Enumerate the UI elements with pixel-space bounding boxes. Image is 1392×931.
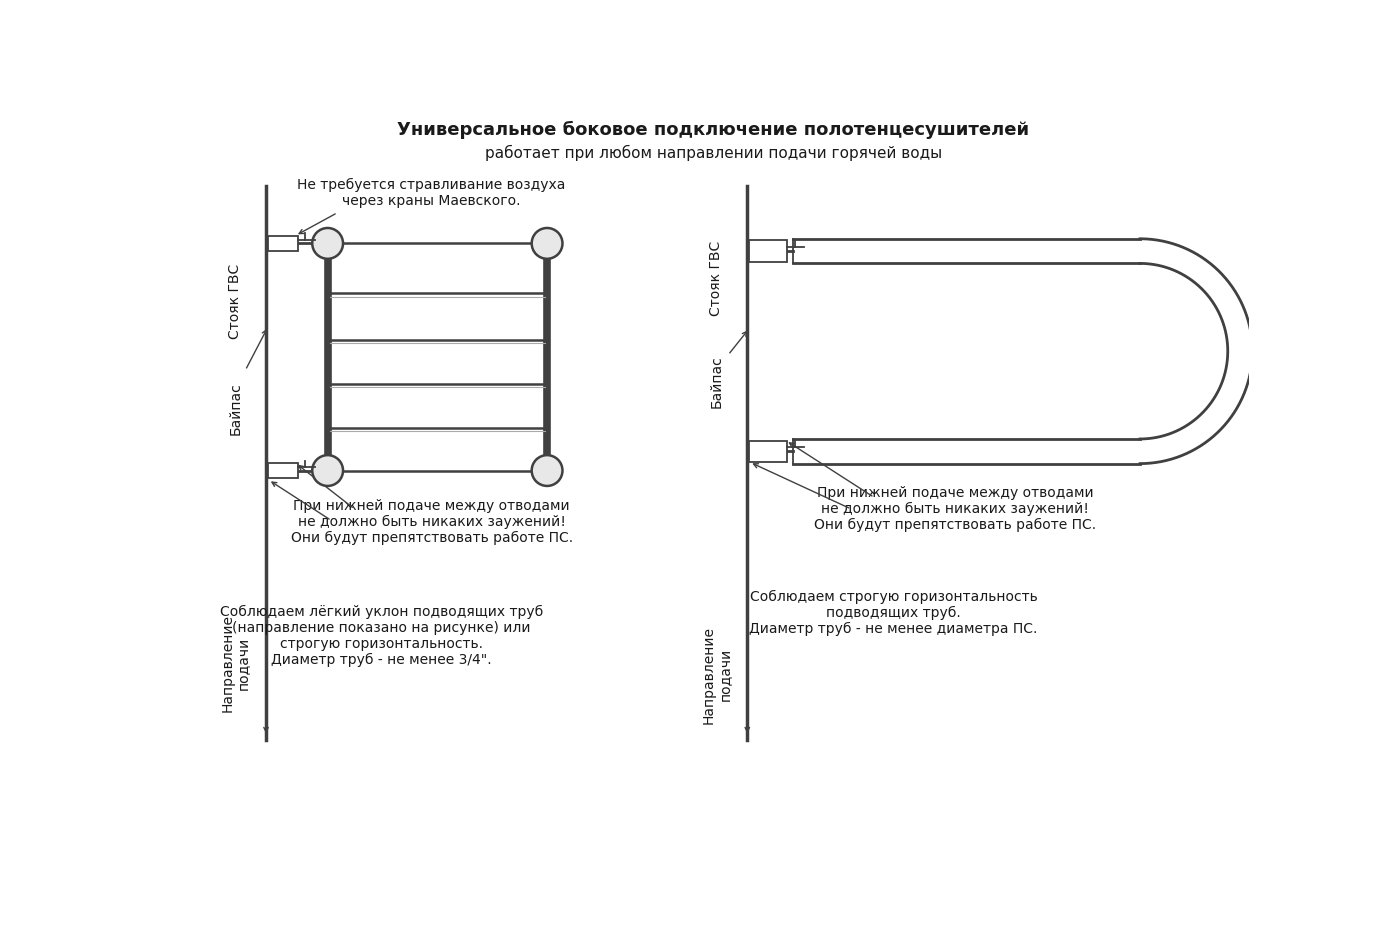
Bar [269, 236, 298, 251]
Text: При нижней подаче между отводами
не должно быть никаких заужений!
Они будут преп: При нижней подаче между отводами не долж… [814, 486, 1097, 533]
Text: Направление
подачи: Направление подачи [702, 626, 732, 723]
Circle shape [532, 455, 562, 486]
Bar [749, 440, 788, 462]
Text: Не требуется стравливание воздуха
через краны Маевского.: Не требуется стравливание воздуха через … [298, 178, 565, 209]
Text: Соблюдаем строгую горизонтальность
подводящих труб.
Диаметр труб - не менее диам: Соблюдаем строгую горизонтальность подво… [749, 589, 1038, 637]
Text: Стояк ГВС: Стояк ГВС [228, 263, 242, 339]
Circle shape [532, 228, 562, 259]
Text: Универсальное боковое подключение полотенцесушителей: Универсальное боковое подключение полоте… [397, 120, 1030, 139]
Text: работает при любом направлении подачи горячей воды: работает при любом направлении подачи го… [484, 144, 942, 161]
Circle shape [312, 455, 342, 486]
Text: Стояк ГВС: Стояк ГВС [710, 240, 724, 316]
Bar [269, 463, 298, 479]
Bar [749, 240, 788, 262]
Text: Соблюдаем лёгкий уклон подводящих труб
(направление показано на рисунке) или
стр: Соблюдаем лёгкий уклон подводящих труб (… [220, 605, 543, 668]
Text: При нижней подаче между отводами
не должно быть никаких заужений!
Они будут преп: При нижней подаче между отводами не долж… [291, 499, 572, 546]
Circle shape [312, 228, 342, 259]
Text: Байпас: Байпас [710, 356, 724, 409]
Text: Байпас: Байпас [228, 383, 242, 436]
Text: Направление
подачи: Направление подачи [220, 614, 251, 712]
